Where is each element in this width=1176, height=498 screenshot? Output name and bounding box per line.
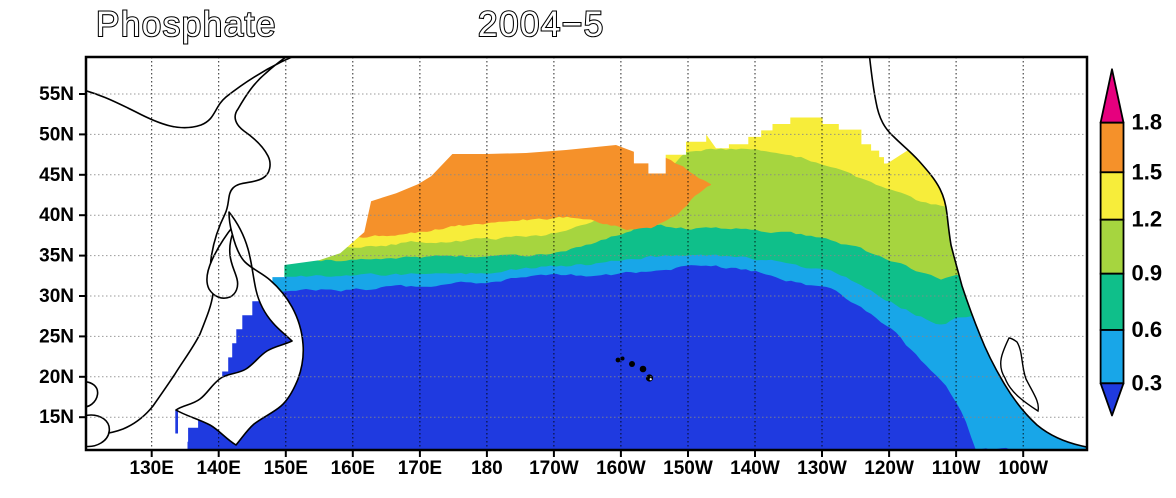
svg-text:0.3: 0.3 xyxy=(1132,370,1163,395)
svg-text:170W: 170W xyxy=(529,458,579,479)
svg-text:50N: 50N xyxy=(39,124,74,145)
svg-text:15N: 15N xyxy=(39,407,74,428)
svg-text:160E: 160E xyxy=(331,458,375,479)
svg-text:25N: 25N xyxy=(39,326,74,347)
svg-text:110W: 110W xyxy=(932,458,981,479)
svg-text:30N: 30N xyxy=(39,286,74,307)
svg-text:20N: 20N xyxy=(39,367,74,388)
svg-text:0.9: 0.9 xyxy=(1132,261,1163,286)
svg-text:35N: 35N xyxy=(39,246,74,267)
svg-text:1.5: 1.5 xyxy=(1132,159,1163,184)
svg-text:2004−5: 2004−5 xyxy=(478,5,605,44)
svg-text:0.6: 0.6 xyxy=(1132,317,1163,342)
svg-text:180: 180 xyxy=(471,458,503,479)
svg-text:1.8: 1.8 xyxy=(1132,110,1163,135)
svg-text:150W: 150W xyxy=(663,458,713,479)
svg-text:170E: 170E xyxy=(398,458,442,479)
svg-text:140W: 140W xyxy=(730,458,780,479)
svg-text:55N: 55N xyxy=(39,84,74,105)
svg-text:1.2: 1.2 xyxy=(1132,207,1163,232)
svg-text:160W: 160W xyxy=(596,458,646,479)
svg-text:120W: 120W xyxy=(864,458,914,479)
svg-text:Phosphate: Phosphate xyxy=(96,5,277,44)
svg-text:150E: 150E xyxy=(264,458,308,479)
svg-text:100W: 100W xyxy=(998,458,1048,479)
svg-text:40N: 40N xyxy=(39,205,74,226)
svg-text:130E: 130E xyxy=(130,458,174,479)
svg-text:45N: 45N xyxy=(39,165,74,186)
svg-text:140E: 140E xyxy=(197,458,241,479)
svg-text:130W: 130W xyxy=(797,458,847,479)
